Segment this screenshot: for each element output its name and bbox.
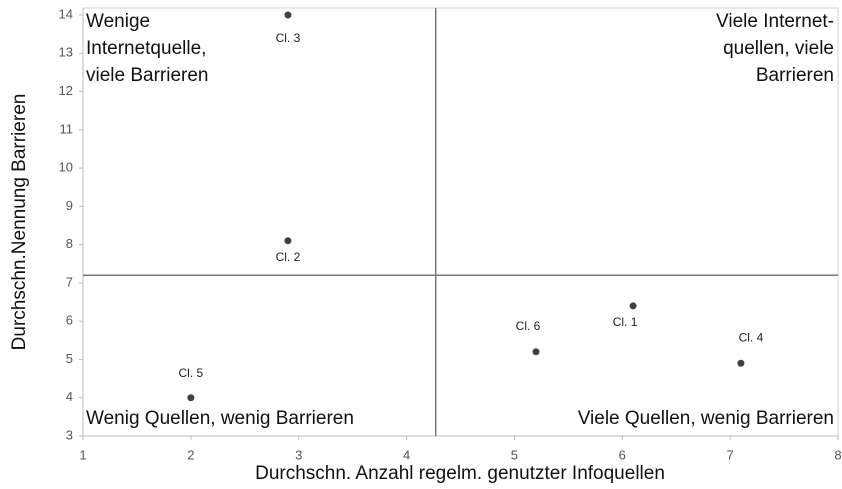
y-tick-label: 6 — [66, 313, 73, 328]
point — [737, 359, 745, 367]
quadrant-label: Internetquelle, — [86, 38, 206, 59]
quadrant-label: Wenige — [86, 11, 150, 32]
point — [284, 11, 292, 19]
x-tick-label: 4 — [403, 447, 410, 462]
y-tick-label: 3 — [66, 427, 73, 442]
y-tick-label: 8 — [66, 236, 73, 251]
y-tick-label: 7 — [66, 274, 73, 289]
y-tick-label: 13 — [59, 45, 73, 60]
point-label: Cl. 5 — [179, 366, 204, 380]
point — [187, 394, 195, 402]
x-tick-label: 6 — [619, 447, 626, 462]
x-tick-label: 3 — [295, 447, 302, 462]
y-axis-title: Durchschn.Nennung Barrieren — [9, 94, 30, 351]
point — [629, 302, 637, 310]
point-label: Cl. 1 — [613, 315, 638, 329]
x-tick-label: 8 — [834, 447, 841, 462]
quadrant-label: Viele Internet- — [716, 11, 834, 32]
quadrant-label: Wenig Quellen, wenig Barrieren — [86, 408, 354, 429]
quadrant-label: Barrieren — [756, 65, 834, 86]
point-label: Cl. 4 — [739, 330, 764, 344]
point-label: Cl. 6 — [516, 319, 541, 333]
x-tick-label: 1 — [79, 447, 86, 462]
x-tick-label: 7 — [727, 447, 734, 462]
x-tick-label: 5 — [511, 447, 518, 462]
y-tick-label: 9 — [66, 198, 73, 213]
point-label: Cl. 2 — [276, 250, 301, 264]
y-tick-label: 10 — [59, 160, 73, 175]
point — [532, 348, 540, 356]
y-tick-label: 5 — [66, 351, 73, 366]
point — [284, 237, 292, 245]
x-axis-title: Durchschn. Anzahl regelm. genutzter Info… — [255, 463, 665, 484]
quadrant-label: quellen, viele — [723, 38, 834, 59]
quadrant-label: viele Barrieren — [86, 65, 209, 86]
point-label: Cl. 3 — [276, 31, 301, 45]
y-tick-label: 12 — [59, 83, 73, 98]
y-tick-label: 4 — [66, 389, 73, 404]
quadrant-label: Viele Quellen, wenig Barrieren — [578, 408, 834, 429]
x-tick-label: 2 — [187, 447, 194, 462]
y-tick-label: 14 — [59, 6, 73, 21]
y-tick-label: 11 — [60, 121, 74, 136]
